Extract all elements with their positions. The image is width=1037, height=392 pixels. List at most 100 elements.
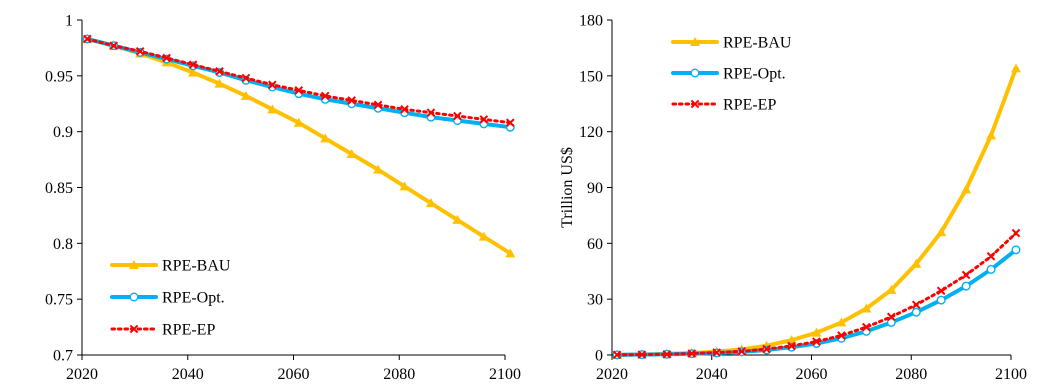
data-point xyxy=(861,303,872,313)
data-point xyxy=(687,349,697,358)
data-point xyxy=(986,130,997,140)
data-point xyxy=(162,53,171,63)
data-point xyxy=(961,184,972,194)
y-axis-label: Trillion US$ xyxy=(559,147,576,228)
y-tick-label: 90 xyxy=(587,180,603,197)
legend-marker xyxy=(129,260,139,269)
data-point xyxy=(215,67,224,76)
legend-label: RPE-EP xyxy=(162,322,215,339)
legend-item-ep: RPE-EP xyxy=(671,97,776,114)
data-point xyxy=(373,100,383,110)
data-point xyxy=(886,312,896,322)
data-point xyxy=(1011,228,1021,238)
legend-label: RPE-Opt. xyxy=(162,290,225,307)
data-point xyxy=(911,300,921,310)
series-line xyxy=(614,66,1018,357)
series-line xyxy=(85,36,513,256)
data-point xyxy=(1011,245,1021,255)
data-point xyxy=(812,337,821,346)
data-point xyxy=(241,73,251,83)
x-tick-label: 2060 xyxy=(278,366,310,383)
data-point xyxy=(811,327,822,337)
data-point xyxy=(109,41,119,50)
y-tick-label: 0.7 xyxy=(53,348,73,365)
legend-item-opt: RPE-Opt. xyxy=(671,66,786,83)
data-point xyxy=(737,346,746,356)
y-tick-label: 0.75 xyxy=(45,292,73,309)
data-point xyxy=(1010,63,1021,73)
data-point xyxy=(662,349,672,359)
data-point xyxy=(479,115,489,124)
y-tick-label: 180 xyxy=(579,13,603,30)
x-tick-label: 2020 xyxy=(66,366,98,383)
data-point xyxy=(214,78,225,88)
y-tick-label: 1 xyxy=(65,13,73,30)
y-tick-label: 60 xyxy=(587,236,603,253)
data-point xyxy=(452,214,463,224)
x-tick-label: 2020 xyxy=(596,366,628,383)
data-point xyxy=(399,181,410,191)
data-point xyxy=(961,270,971,280)
legend-item-opt: RPE-Opt. xyxy=(110,290,225,307)
data-point xyxy=(188,67,199,77)
x-tick-label: 2040 xyxy=(172,366,204,383)
y-tick-label: 0.85 xyxy=(45,180,73,197)
data-point xyxy=(453,111,462,121)
right-line-chart: 0 30 60 90 120 150 180 2020 2040 2060 2080 2100 Tril… xyxy=(559,13,1027,384)
legend-item-bau: RPE-BAU xyxy=(671,35,792,52)
x-tick-label: 2100 xyxy=(995,366,1027,383)
legend-marker xyxy=(129,292,139,302)
data-point xyxy=(426,108,436,117)
y-tick-label: 0.8 xyxy=(53,236,73,253)
legend-marker xyxy=(690,68,700,78)
data-point xyxy=(135,46,145,56)
legend-label: RPE-BAU xyxy=(723,35,792,52)
legend-item-bau: RPE-BAU xyxy=(110,258,231,275)
data-point xyxy=(986,264,996,274)
x-tick-label: 2060 xyxy=(796,366,828,383)
series-line xyxy=(85,37,512,125)
data-point xyxy=(268,80,277,90)
data-point xyxy=(505,118,515,128)
data-point xyxy=(373,164,384,174)
data-point xyxy=(267,104,278,114)
data-point xyxy=(836,317,847,327)
legend-label: RPE-BAU xyxy=(162,258,231,275)
data-point xyxy=(886,317,896,327)
x-tick-label: 2040 xyxy=(696,366,728,383)
series-ep xyxy=(612,228,1021,360)
data-point xyxy=(712,348,722,357)
y-tick-label: 150 xyxy=(579,68,603,85)
y-tick-label: 0.95 xyxy=(45,68,73,85)
series-ep xyxy=(82,34,515,128)
data-point xyxy=(293,117,304,127)
data-point xyxy=(240,90,251,100)
data-point xyxy=(294,86,304,95)
data-point xyxy=(637,350,647,359)
legend-marker xyxy=(690,37,700,46)
data-point xyxy=(886,284,897,294)
data-point xyxy=(82,34,92,44)
y-tick-label: 120 xyxy=(579,124,603,141)
x-tick-label: 2100 xyxy=(489,366,521,383)
y-tick-label: 0.9 xyxy=(53,124,73,141)
series-bau xyxy=(611,63,1021,359)
data-point xyxy=(320,133,331,143)
data-point xyxy=(505,248,516,258)
x-tick-label: 2080 xyxy=(895,366,927,383)
data-point xyxy=(400,105,409,114)
data-point xyxy=(478,231,489,241)
series-opt xyxy=(82,34,515,132)
data-point xyxy=(911,258,922,268)
left-line-chart: 0.7 0.75 0.8 0.85 0.9 0.95 1 2020 2040 2060 2080 21… xyxy=(45,13,521,384)
legend-item-ep: RPE-EP xyxy=(110,322,215,339)
data-point xyxy=(762,344,771,354)
data-point xyxy=(347,96,356,105)
data-point xyxy=(936,295,946,305)
data-point xyxy=(787,341,796,351)
data-point xyxy=(911,307,921,317)
data-point xyxy=(346,149,357,158)
legend-marker xyxy=(690,99,700,109)
data-point xyxy=(425,198,436,208)
legend-marker xyxy=(129,324,139,334)
